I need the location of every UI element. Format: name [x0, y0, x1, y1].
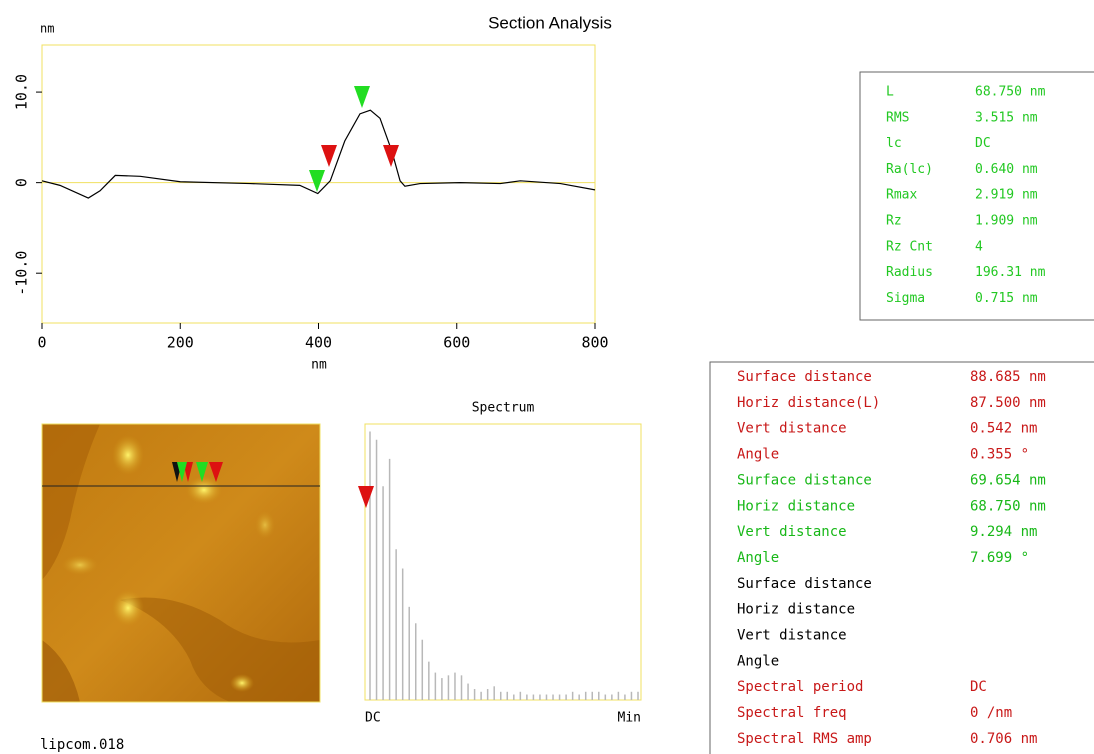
- stat-label: Rmax: [886, 188, 917, 203]
- stat-label: Rz Cnt: [886, 239, 933, 254]
- measure-label: Horiz distance(L): [737, 395, 880, 411]
- x-axis-label: nm: [311, 358, 327, 373]
- stat-value: 4: [975, 239, 983, 254]
- measure-value: 88.685 nm: [970, 369, 1046, 385]
- measure-value: DC: [970, 679, 987, 695]
- particle: [62, 555, 98, 575]
- measure-value: 87.500 nm: [970, 395, 1046, 411]
- x-tick-label: 400: [305, 334, 332, 352]
- y-unit: nm: [40, 22, 54, 36]
- stat-value: 196.31 nm: [975, 265, 1046, 280]
- x-tick-label: 600: [443, 334, 470, 352]
- particle: [255, 511, 275, 539]
- stat-value: 68.750 nm: [975, 85, 1046, 100]
- stat-value: 2.919 nm: [975, 188, 1038, 203]
- section-plot: 0 200 400 600 800 10.0 0 -10.0: [13, 74, 609, 351]
- measure-value: 0.355 °: [970, 447, 1029, 463]
- measure-value: 0 /nm: [970, 705, 1012, 721]
- particle: [112, 590, 144, 626]
- afm-image: [42, 424, 320, 702]
- y-tick-label: 10.0: [13, 74, 31, 110]
- measure-label: Surface distance: [737, 576, 872, 592]
- stat-label: Radius: [886, 265, 933, 280]
- stat-label: L: [886, 85, 894, 100]
- stat-value: 3.515 nm: [975, 110, 1038, 125]
- measure-label: Spectral freq: [737, 705, 847, 721]
- chart-title: Section Analysis: [488, 13, 612, 32]
- particle: [112, 435, 144, 475]
- measure-label: Spectral RMS amp: [737, 731, 872, 747]
- filename: lipcom.018: [40, 737, 124, 753]
- cursor: [354, 86, 370, 108]
- measure-label: Surface distance: [737, 369, 872, 385]
- stat-label: RMS: [886, 110, 909, 125]
- y-tick-label: 0: [13, 178, 31, 187]
- particle: [230, 674, 254, 692]
- measure-label: Spectral period: [737, 679, 863, 695]
- measure-label: Angle: [737, 550, 779, 566]
- x-tick-label: Min: [618, 711, 641, 726]
- measure-table: Surface distance 88.685 nm Horiz distance(…: [737, 369, 1046, 747]
- measure-label: Surface distance: [737, 472, 872, 488]
- y-tick-label: -10.0: [13, 251, 31, 296]
- cursors: [309, 86, 399, 192]
- stat-value: 1.909 nm: [975, 214, 1038, 229]
- measure-value: 7.699 °: [970, 550, 1029, 566]
- stat-label: Sigma: [886, 291, 925, 306]
- x-tick-label: 200: [167, 334, 194, 352]
- x-tick-label: 0: [37, 334, 46, 352]
- x-tick-label: 800: [581, 334, 608, 352]
- measure-label: Vert distance: [737, 628, 847, 644]
- measure-label: Horiz distance: [737, 498, 855, 514]
- measure-label: Angle: [737, 653, 779, 669]
- measure-value: 0.542 nm: [970, 421, 1037, 437]
- stats-table: L 68.750 nm RMS 3.515 nm lc DC Ra(lc) 0.640 nm R…: [886, 85, 1046, 306]
- measure-label: Vert distance: [737, 421, 847, 437]
- measure-value: 0.706 nm: [970, 731, 1037, 747]
- spectrum-frame: [365, 424, 641, 700]
- cursor: [358, 486, 374, 508]
- screen: Section Analysis nm nm 0 200 400 600 800 10.0…: [0, 0, 1094, 754]
- stat-value: 0.715 nm: [975, 291, 1038, 306]
- measure-label: Horiz distance: [737, 602, 855, 618]
- measure-value: 9.294 nm: [970, 524, 1037, 540]
- x-tick-label: DC: [365, 711, 381, 726]
- cursor: [321, 145, 337, 167]
- stat-label: lc: [886, 136, 902, 151]
- spectrum-plot: DC Min: [365, 431, 641, 725]
- stat-value: DC: [975, 136, 991, 151]
- measure-value: 69.654 nm: [970, 472, 1046, 488]
- measure-label: Angle: [737, 447, 779, 463]
- measure-value: 68.750 nm: [970, 498, 1046, 514]
- stat-label: Ra(lc): [886, 162, 933, 177]
- stat-value: 0.640 nm: [975, 162, 1038, 177]
- cursor: [383, 145, 399, 167]
- stat-label: Rz: [886, 214, 902, 229]
- measure-label: Vert distance: [737, 524, 847, 540]
- spectrum-title: Spectrum: [472, 401, 535, 416]
